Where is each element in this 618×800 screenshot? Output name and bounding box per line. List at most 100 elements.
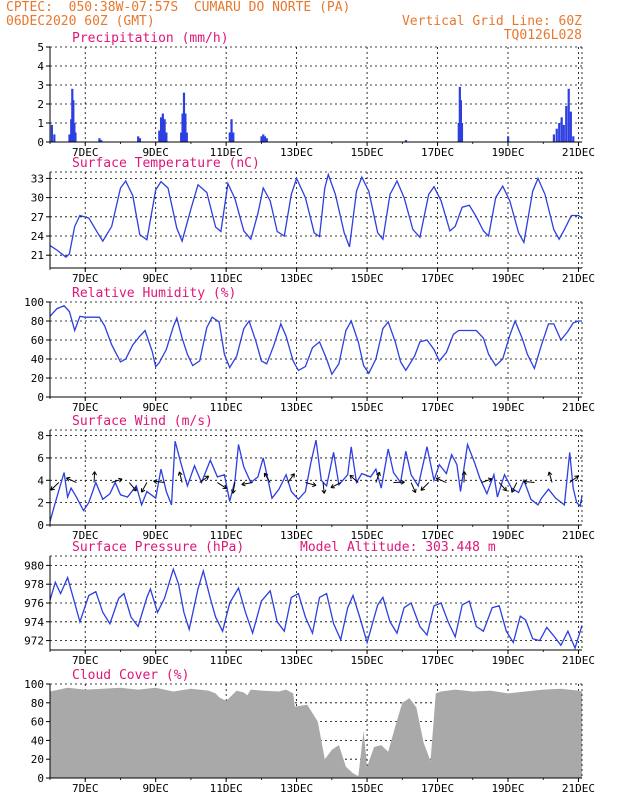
wind-arrow-head: [140, 488, 146, 493]
precip-bar: [159, 117, 163, 142]
x-tick-label: 17DEC: [421, 654, 454, 667]
x-tick-label: 17DEC: [421, 272, 454, 285]
wind-arrow-head: [511, 488, 516, 493]
precip-bar: [459, 100, 463, 142]
x-tick-label: 9DEC: [142, 529, 169, 542]
y-tick-label: 5: [37, 41, 44, 54]
precip-bar: [552, 134, 556, 142]
x-tick-label: 21DEC: [562, 146, 595, 159]
precip-bar: [569, 111, 572, 142]
wind-arrow-head: [330, 483, 335, 489]
wind-arrow: [523, 480, 535, 484]
header-run-id: TQ0126L028: [503, 28, 582, 43]
precip-bar: [262, 134, 265, 142]
wind-arrow-head: [118, 477, 123, 483]
precip-bar: [572, 136, 575, 142]
y-tick-label: 0: [37, 391, 44, 404]
wind-arrow: [141, 482, 148, 493]
wind-arrow-head: [241, 481, 246, 487]
x-tick-label: 19DEC: [491, 782, 524, 795]
x-tick-label: 21DEC: [562, 272, 595, 285]
precip-bar: [555, 128, 558, 142]
y-tick-label: 30: [31, 192, 44, 205]
x-tick-label: 7DEC: [72, 272, 99, 285]
wind-arrow-head: [153, 479, 158, 485]
x-tick-label: 9DEC: [142, 146, 169, 159]
wind-arrow: [436, 477, 447, 483]
y-tick-label: 27: [31, 211, 44, 224]
y-tick-label: 100: [24, 678, 44, 691]
wind-arrow: [232, 482, 236, 494]
wind-arrow: [287, 473, 295, 483]
panel-precip: Precipitation (mm/h)7DEC 9DEC 11DEC 13DEC 15…: [37, 31, 595, 159]
y-tick-label: 20: [31, 753, 44, 766]
precip-bar: [567, 88, 570, 142]
x-tick-label: 15DEC: [351, 654, 384, 667]
x-tick-label: 17DEC: [421, 529, 454, 542]
wind-arrow: [420, 482, 430, 491]
cloud-area: [50, 687, 582, 778]
series-line: [49, 172, 583, 258]
wind-arrow: [263, 472, 271, 483]
wind-arrow: [349, 474, 359, 483]
model-altitude: Model Altitude: 303.448 m: [300, 540, 496, 555]
x-tick-label: 11DEC: [210, 272, 243, 285]
wind-arrow: [128, 482, 137, 492]
wind-arrow-head: [487, 477, 493, 483]
precip-bar: [232, 132, 235, 142]
wind-arrow-head: [420, 486, 425, 491]
precip-bar: [185, 132, 188, 142]
wind-arrow: [330, 482, 341, 489]
wind-arrow: [511, 482, 518, 493]
y-tick-label: 24: [31, 230, 45, 243]
wind-arrow-head: [222, 484, 228, 489]
x-tick-label: 15DEC: [351, 782, 384, 795]
precip-bar: [460, 123, 464, 142]
x-tick-label: 17DEC: [421, 146, 454, 159]
wind-arrow: [153, 480, 165, 484]
precip-bar: [180, 132, 183, 142]
wind-arrow: [322, 482, 325, 494]
y-tick-label: 974: [24, 616, 44, 629]
x-tick-label: 21DEC: [562, 401, 595, 414]
wind-arrow-head: [321, 489, 327, 494]
x-tick-label: 15DEC: [351, 401, 384, 414]
series-line: [49, 567, 583, 650]
wind-arrow-head: [574, 475, 579, 480]
wind-arrow: [111, 478, 123, 484]
wind-arrow-head: [91, 471, 97, 476]
wind-arrow: [66, 477, 77, 483]
y-tick-label: 976: [24, 597, 44, 610]
precip-bar: [182, 92, 186, 142]
y-tick-label: 40: [31, 734, 44, 747]
panel-wind: Surface Wind (m/s) 7DEC 9DEC 11DEC 13DEC 15DE…: [37, 414, 595, 542]
y-tick-label: 0: [37, 136, 44, 149]
y-tick-label: 1: [37, 117, 44, 130]
precip-bar: [138, 138, 142, 142]
x-tick-label: 21DEC: [562, 654, 595, 667]
wind-arrow: [305, 482, 317, 486]
wind-arrow: [241, 482, 253, 485]
x-tick-label: 15DEC: [351, 529, 384, 542]
panel-title: Precipitation (mm/h): [72, 31, 229, 46]
panel-title: Surface Wind (m/s): [72, 414, 213, 429]
wind-arrow-head: [400, 479, 405, 485]
wind-arrow: [178, 471, 183, 483]
panel-title: Cloud Cover (%): [72, 668, 189, 683]
y-tick-label: 4: [37, 60, 44, 73]
x-tick-label: 13DEC: [280, 272, 313, 285]
x-tick-label: 13DEC: [280, 529, 313, 542]
panel-pres: Surface Pressure (hPa) 7DEC 9DEC 11DEC 13DEC…: [24, 540, 595, 667]
series-line: [49, 439, 583, 522]
wind-arrow: [50, 482, 60, 491]
precip-bar: [74, 132, 77, 142]
x-tick-label: 19DEC: [491, 654, 524, 667]
precip-bar: [50, 124, 53, 142]
header-run-time: 06DEC2020 60Z (GMT): [6, 14, 155, 29]
panel-cloud: Cloud Cover (%) 7DEC 9DEC 11DEC 13DEC 15DEC 17…: [24, 668, 595, 795]
x-tick-label: 7DEC: [72, 146, 99, 159]
wind-arrow: [498, 482, 507, 492]
wind-arrow-head: [376, 471, 381, 477]
wind-arrow-head: [263, 472, 269, 478]
wind-arrow: [410, 482, 417, 493]
